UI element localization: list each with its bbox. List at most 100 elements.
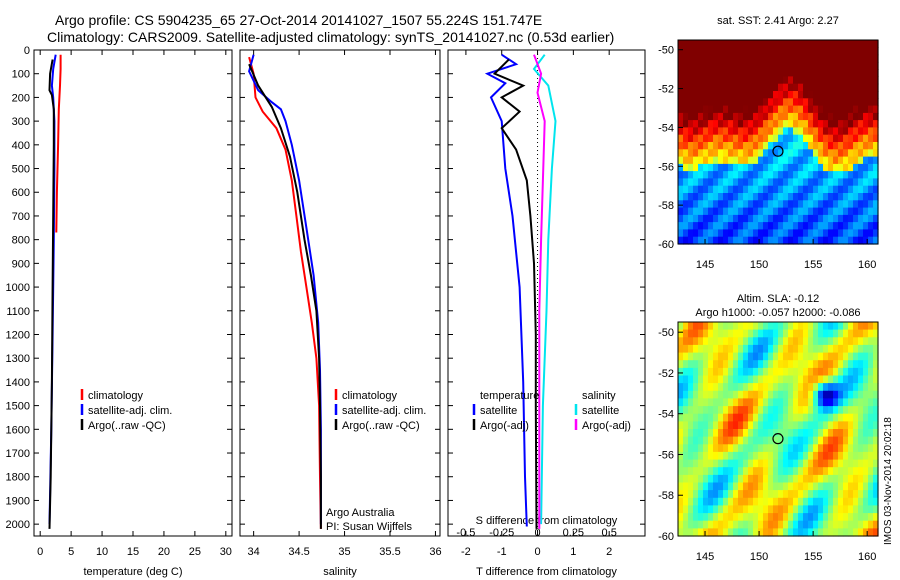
map-cell <box>838 444 844 453</box>
map-cell <box>858 200 864 209</box>
map-cell <box>793 105 799 114</box>
map-cell <box>853 490 859 499</box>
map-cell <box>808 513 814 522</box>
map-cell <box>778 459 784 468</box>
map-cell <box>728 467 734 476</box>
map-cell <box>853 47 859 56</box>
map-cell <box>773 482 779 491</box>
map-cell <box>828 383 834 392</box>
map-cell <box>763 344 769 354</box>
map-cell <box>783 429 789 438</box>
map-cell <box>873 185 879 194</box>
map-cell <box>818 367 824 377</box>
map-cell <box>813 171 819 179</box>
map-cell <box>683 352 689 361</box>
map-cell <box>763 200 769 209</box>
map-cell <box>773 352 779 361</box>
map-cell <box>788 61 794 70</box>
map-cell <box>733 156 739 165</box>
map-cell <box>768 98 774 107</box>
map-cell <box>683 47 689 56</box>
map-cell <box>823 156 829 165</box>
map-cell <box>803 482 809 491</box>
map-cell <box>728 112 734 121</box>
y-tick-label: 1200 <box>6 329 30 341</box>
map-cell <box>783 390 789 399</box>
map-cell <box>783 367 789 377</box>
map-cell <box>853 421 859 430</box>
series-line-sal_argo <box>533 54 546 529</box>
map-cell <box>868 459 874 468</box>
map-cell <box>838 69 844 77</box>
map-cell <box>688 360 694 369</box>
map-cell <box>823 222 829 230</box>
map-cell <box>743 149 749 158</box>
map-cell <box>763 207 769 216</box>
map-cell <box>688 134 694 143</box>
map-cell <box>713 229 719 238</box>
map-cell <box>708 214 714 223</box>
map-cell <box>743 474 749 484</box>
map-cell <box>858 436 864 445</box>
map-cell <box>858 222 864 230</box>
map-cell <box>773 142 779 150</box>
map-cell <box>853 214 859 223</box>
map-cell <box>813 134 819 143</box>
map-cell <box>798 337 804 346</box>
map-cell <box>828 329 834 338</box>
map-cell <box>838 505 844 514</box>
map-cell <box>688 429 694 438</box>
map-cell <box>868 413 874 422</box>
map-cell <box>693 513 699 522</box>
map-cell <box>723 61 729 70</box>
map-cell <box>853 112 859 121</box>
map-cell <box>723 329 729 338</box>
map-cell <box>778 367 784 377</box>
map-cell <box>708 322 714 331</box>
map-cell <box>793 390 799 399</box>
map-cell <box>873 69 879 77</box>
map-cell <box>873 505 879 514</box>
panel-frame <box>239 49 441 537</box>
map-cell <box>848 429 854 438</box>
map-cell <box>723 134 729 143</box>
map-cell <box>748 91 754 99</box>
map-cell <box>843 156 849 165</box>
map-cell <box>813 200 819 209</box>
map-cell <box>703 459 709 468</box>
map-cell <box>868 76 874 85</box>
map-cell <box>703 497 709 506</box>
map-cell <box>733 497 739 506</box>
map-cell <box>693 214 699 223</box>
map-cell <box>808 367 814 377</box>
map-cell <box>808 76 814 85</box>
map-cell <box>718 429 724 438</box>
map-cell <box>798 490 804 499</box>
map-cell <box>808 207 814 216</box>
map-cell <box>808 61 814 70</box>
map-cell <box>828 406 834 415</box>
map-cell <box>693 222 699 230</box>
map-cell <box>748 236 754 245</box>
map-cell <box>763 112 769 121</box>
map-cell <box>803 474 809 484</box>
map-cell <box>808 134 814 143</box>
map-cell <box>728 142 734 150</box>
map-cell <box>868 105 874 114</box>
map-cell <box>838 236 844 245</box>
map-cell <box>843 444 849 453</box>
map-cell <box>828 127 834 136</box>
map-cell <box>798 40 804 48</box>
map-cell <box>753 352 759 361</box>
map-cell <box>783 134 789 143</box>
map-cell <box>763 367 769 377</box>
map-cell <box>783 474 789 484</box>
map-cell <box>838 40 844 48</box>
map-cell <box>683 482 689 491</box>
map-cell <box>828 398 834 407</box>
map-cell <box>858 76 864 85</box>
map-cell <box>783 222 789 230</box>
map-cell <box>678 352 684 361</box>
map-cell <box>768 156 774 165</box>
map-cell <box>838 222 844 230</box>
